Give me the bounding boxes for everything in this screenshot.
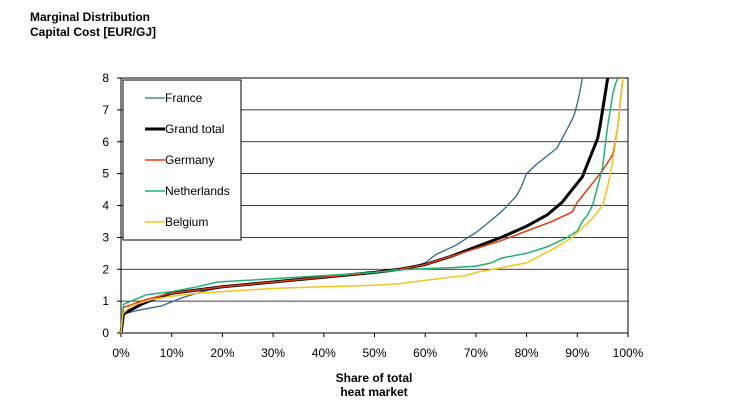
x-tick-label: 20% <box>210 346 234 360</box>
x-axis-title-line-1: Share of total <box>335 371 413 385</box>
y-axis-title-line-1: Marginal Distribution <box>30 10 150 24</box>
y-tick-label: 0 <box>102 326 109 340</box>
x-tick-label: 50% <box>362 346 386 360</box>
x-tick-label: 10% <box>160 346 184 360</box>
y-tick-label: 6 <box>102 135 109 149</box>
y-tick-label: 3 <box>102 230 109 244</box>
y-tick-label: 2 <box>102 262 109 276</box>
x-axis-title-line-2: heat market <box>340 385 408 399</box>
y-tick-label: 7 <box>102 103 109 117</box>
legend: France Grand total Germany Netherlands Belgi… <box>122 79 242 241</box>
series-line-belgium <box>120 77 624 334</box>
x-tick-label: 80% <box>515 346 539 360</box>
x-tick-label: 60% <box>413 346 437 360</box>
series-line-germany <box>120 77 624 334</box>
series-line-netherlands <box>120 77 619 334</box>
x-tick-label: 90% <box>565 346 589 360</box>
legend-label: Belgium <box>165 215 208 229</box>
series-lines <box>119 77 624 334</box>
y-tick-label: 5 <box>102 167 109 181</box>
y-axis-ticks: 0 1 2 3 4 5 6 7 8 <box>102 71 121 340</box>
y-tick-label: 4 <box>102 199 109 213</box>
legend-label: France <box>165 91 203 105</box>
legend-label: Netherlands <box>165 184 230 198</box>
y-axis-title-line-2: Capital Cost [EUR/GJ] <box>30 25 157 39</box>
y-tick-label: 1 <box>102 294 109 308</box>
x-axis-ticks: 0% 10% 20% 30% 40% 50% 60% 70% 80% 90% 100% <box>112 333 644 360</box>
legend-box <box>122 79 242 241</box>
x-tick-label: 100% <box>613 346 644 360</box>
legend-label: Grand total <box>165 122 224 136</box>
x-tick-label: 40% <box>312 346 336 360</box>
y-tick-label: 8 <box>102 71 109 85</box>
x-tick-label: 30% <box>261 346 285 360</box>
series-line-france <box>120 77 584 334</box>
legend-label: Germany <box>165 153 214 167</box>
x-tick-label: 0% <box>112 346 130 360</box>
x-tick-label: 70% <box>464 346 488 360</box>
